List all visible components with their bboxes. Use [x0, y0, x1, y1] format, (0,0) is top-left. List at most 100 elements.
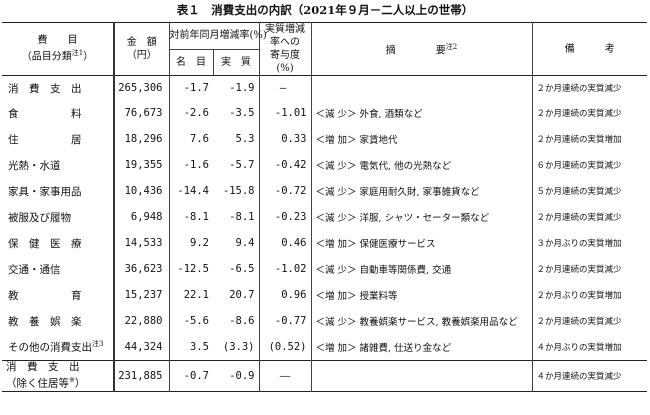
table-row: その他の消費支出注3 44,324 3.5 (3.3) (0.52) ＜増 加＞ 諸雑費,…	[2, 334, 647, 361]
row-nominal: -5.6	[183, 315, 209, 327]
row-contribution: -1.02	[259, 256, 312, 282]
row-item: 食 料	[2, 100, 115, 126]
table-row: 教 養 娯 楽 22,880 -5.6 -8.6 -0.77 ＜減 少＞ 教養娯楽サービス…	[2, 308, 647, 334]
row-item-label: 交通・通信	[8, 263, 61, 276]
row-nominal: -1.7	[183, 82, 209, 94]
row-remarks: ４か月連続の実質減少	[536, 371, 622, 382]
row-item-line2: （除く住居等※）	[6, 374, 113, 391]
row-item: 家具・家事用品	[2, 178, 115, 204]
row-real: -0.9	[213, 360, 260, 391]
row-real: -3.5	[213, 100, 260, 126]
row-item: 教 育	[2, 282, 115, 308]
expenditure-table: 費 目 （品目分類注1） 金 額 （円） 対前年同月増減率(%) 実質増減 率へ…	[2, 22, 647, 392]
header-contribution-4: (%)	[276, 63, 294, 74]
row-nominal: -14.4	[177, 185, 209, 197]
row-nominal: -12.5	[177, 263, 209, 275]
row-remarks: ２か月ぶりの実質増加	[536, 291, 622, 301]
row-real: -8.6	[213, 308, 260, 334]
header-amount: 金 額 （円）	[114, 22, 170, 76]
row-item-line2-text: （除く住居等	[6, 377, 69, 390]
header-summary-label: 摘 要	[385, 45, 446, 57]
header-nominal: 名 目	[169, 48, 214, 76]
header-item-note: 注1	[71, 49, 84, 58]
row-item-label: その他の消費支出	[8, 341, 92, 354]
row-nominal: 3.5	[190, 341, 209, 353]
table-row: 交通・通信 36,623 -12.5 -6.5 -1.02 ＜減 少＞ 自動車等関係費, …	[2, 256, 647, 282]
row-item: 光熱・水道	[2, 152, 115, 178]
header-item-sub: （品目分類注1）	[2, 47, 113, 63]
row-item-line1: 消 費 支 出	[6, 361, 80, 373]
header-summary: 摘 要注2	[311, 22, 533, 76]
row-nominal: -8.1	[183, 211, 209, 223]
row-remarks: ２か月連続の実質減少	[536, 213, 622, 223]
table-row: 住 居 18,296 7.6 5.3 0.33 ＜増 加＞ 家賃地代 ２か月連続の実質増加	[2, 126, 647, 152]
row-item-label: 光熱・水道	[8, 159, 61, 172]
header-amount-unit: （円）	[126, 50, 157, 61]
header-contribution-1: 実質増減	[265, 24, 305, 35]
row-summary: ＜増 加＞ 家賃地代	[311, 126, 533, 152]
header-contribution-3: 寄与度	[270, 50, 300, 61]
row-remarks: ２か月連続の実質増加	[536, 135, 622, 145]
row-item-label: 消 費 支 出	[8, 82, 82, 95]
row-contribution: ―	[259, 75, 312, 100]
row-amount: 36,623	[114, 256, 170, 282]
row-summary	[311, 75, 533, 100]
row-remarks: ３か月ぶりの実質増加	[536, 239, 622, 249]
table-body: 消 費 支 出 265,306 -1.7 -1.9 ― ２か月連続の実質減少食 料 76,6…	[2, 75, 647, 361]
row-summary	[311, 360, 533, 391]
row-nominal: -1.6	[183, 159, 209, 171]
row-remarks: ２か月連続の実質減少	[536, 109, 622, 119]
header-real: 実 質	[213, 48, 260, 76]
table-row: 光熱・水道 19,355 -1.6 -5.7 -0.42 ＜減 少＞ 電気代, 他の光熱な…	[2, 152, 647, 178]
row-nominal: -0.7	[183, 369, 209, 382]
row-amount: 44,324	[114, 334, 170, 361]
row-nominal: -2.6	[183, 107, 209, 119]
header-subrow: 名 目 実 質	[2, 48, 647, 76]
row-amount: 15,237	[114, 282, 170, 308]
row-item: 被服及び履物	[2, 204, 115, 230]
row-remarks: ２か月連続の実質減少	[536, 265, 622, 275]
row-contribution: ―	[259, 360, 312, 391]
table-row: 家具・家事用品 10,436 -14.4 -15.8 -0.72 ＜減 少＞ 家庭用耐久財…	[2, 178, 647, 204]
row-item: 保 健 医 療	[2, 230, 115, 256]
row-nominal: 22.1	[183, 289, 209, 301]
row-item: 消 費 支 出 （除く住居等※）	[2, 360, 115, 391]
row-contribution: -0.23	[259, 204, 312, 230]
row-contribution: -0.72	[259, 178, 312, 204]
row-summary: ＜減 少＞ 自動車等関係費, 交通	[311, 256, 533, 282]
row-contribution: -0.42	[259, 152, 312, 178]
row-item-label: 保 健 医 療	[8, 237, 82, 250]
row-real: -6.5	[213, 256, 260, 282]
row-item-close: ）	[74, 377, 86, 390]
table-title: 表１ 消費支出の内訳（2021年９月－二人以上の世帯）	[176, 3, 474, 17]
row-real: 20.7	[213, 282, 260, 308]
row-summary: ＜増 加＞ 保健医療サービス	[311, 230, 533, 256]
row-item-label: 教 育	[8, 289, 82, 302]
row-contribution: 0.46	[259, 230, 312, 256]
header-contribution-2: 率への	[270, 37, 300, 48]
row-item-label: 被服及び履物	[8, 211, 71, 224]
row-remarks: ２か月連続の実質減少	[536, 84, 622, 94]
row-item: 交通・通信	[2, 256, 115, 282]
table-row: 保 健 医 療 14,533 9.2 9.4 0.46 ＜増 加＞ 保健医療サービス ３か月…	[2, 230, 647, 256]
row-item-label: 食 料	[8, 107, 82, 120]
row-contribution: 0.96	[259, 282, 312, 308]
table-row: 消 費 支 出 265,306 -1.7 -1.9 ― ２か月連続の実質減少	[2, 75, 647, 100]
row-summary: ＜増 加＞ 諸雑費, 仕送り金など	[311, 334, 533, 361]
row-real: (3.3)	[213, 334, 260, 361]
row-summary: ＜減 少＞ 教養娯楽サービス, 教養娯楽用品など	[311, 308, 533, 334]
row-amount: 22,880	[114, 308, 170, 334]
row-real: 5.3	[213, 126, 260, 152]
header-item-label: 費 目	[37, 35, 78, 47]
row-remarks: ４か月ぶりの実質増加	[536, 343, 622, 353]
header-yoy: 対前年同月増減率(%)	[169, 22, 267, 49]
header-remarks: 備 考	[532, 22, 647, 76]
row-remarks: ５か月連続の実質減少	[536, 187, 622, 197]
row-amount: 231,885	[114, 360, 170, 391]
row-item: その他の消費支出注3	[2, 334, 115, 361]
row-summary: ＜減 少＞ 家庭用耐久財, 家事雑貨など	[311, 178, 533, 204]
row-amount: 6,948	[114, 204, 170, 230]
row-real: -15.8	[213, 178, 260, 204]
row-item-note: ※	[69, 376, 75, 384]
row-item-label: 住 居	[8, 133, 82, 146]
